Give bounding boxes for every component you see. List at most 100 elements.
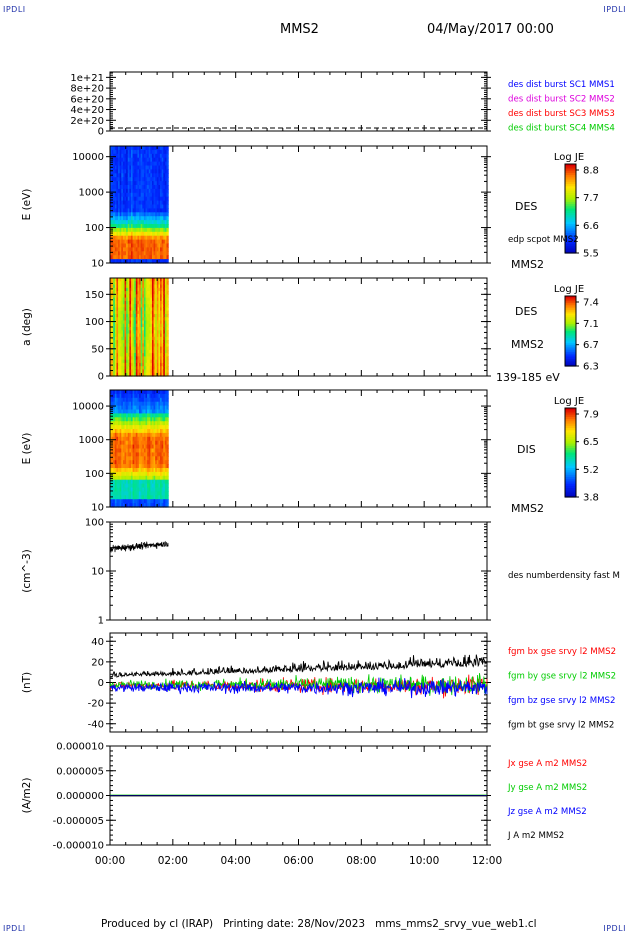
y-tick-label: 1e+21	[70, 73, 104, 84]
colorbar-label: 6.5	[583, 437, 599, 448]
y-tick-label: 10	[91, 567, 104, 578]
corner-label-top-left: IPDLI	[3, 5, 26, 14]
colorbar-title: Log JE	[554, 396, 584, 407]
legend-entry: Jy gse A m2 MMS2	[507, 783, 587, 793]
y-tick-label: 10	[91, 259, 104, 270]
y-tick-label: 10000	[72, 402, 104, 413]
scpot-label: edp scpot MMS2	[508, 235, 579, 245]
instrument-label: DES	[515, 200, 537, 213]
spacecraft-label: MMS2	[511, 502, 544, 515]
colorbar-label: 5.2	[583, 465, 599, 476]
y-tick-label: 50	[91, 344, 104, 355]
legend-entry: fgm bz gse srvy l2 MMS2	[508, 696, 616, 706]
legend-entry: fgm by gse srvy l2 MMS2	[508, 672, 616, 682]
x-tick-label: 12:00	[472, 855, 502, 867]
y-tick-label: 1000	[79, 435, 104, 446]
colorbar-3: Log JE 7.4 7.1 6.7 6.3	[554, 284, 599, 373]
y-tick-label: 0	[98, 678, 104, 689]
spacecraft-label: MMS2	[511, 338, 544, 351]
y-tick-label: 6e+20	[70, 94, 104, 105]
instrument-label: DIS	[517, 443, 536, 456]
y-tick-label: 100	[85, 469, 104, 480]
panel-5-frame: 100 10 1 (cm^-3)	[21, 518, 491, 627]
footer-credits: Produced by cl (IRAP) Printing date: 28/…	[101, 918, 537, 930]
panel-4-frame: 10000 1000 100 10 E (eV)	[21, 389, 491, 514]
energy-range-label: 139-185 eV	[496, 371, 560, 384]
spacecraft-label: MMS2	[511, 258, 544, 271]
y-tick-label: 20	[91, 657, 104, 668]
y-tick-label: 1	[98, 616, 104, 627]
y-axis-label: E (eV)	[21, 189, 33, 221]
colorbar-label: 7.4	[583, 298, 599, 309]
x-tick-label: 02:00	[158, 855, 188, 867]
legend-entry: Jx gse A m2 MMS2	[507, 759, 587, 769]
x-tick-label: 04:00	[221, 855, 251, 867]
bz-line	[109, 677, 488, 699]
density-line	[109, 540, 169, 553]
x-tick-label: 06:00	[283, 855, 313, 867]
plot-date: 04/May/2017 00:00	[427, 22, 554, 37]
y-tick-label: 2e+20	[70, 116, 104, 127]
y-tick-label: 8e+20	[70, 84, 104, 95]
y-tick-label: 0.000000	[56, 791, 104, 802]
legend-entry: des numberdensity fast M	[508, 571, 620, 581]
y-axis-label: (nT)	[21, 672, 33, 693]
legend-entry: des dist burst SC4 MMS4	[508, 124, 615, 134]
corner-label-bottom-right: IPDLI	[603, 924, 626, 933]
y-tick-label: 4e+20	[70, 105, 104, 116]
y-tick-label: -20	[88, 699, 104, 710]
colorbar-label: 7.7	[583, 193, 599, 204]
colorbar-label: 7.1	[583, 319, 599, 330]
y-tick-label: 10	[91, 503, 104, 514]
y-tick-label: 40	[91, 637, 104, 648]
x-tick-label: 10:00	[409, 855, 439, 867]
spectrogram-2	[110, 146, 169, 264]
colorbar-label: 8.8	[583, 166, 599, 177]
y-axis-label: (A/m2)	[21, 778, 33, 814]
y-tick-label: 0	[98, 372, 104, 383]
x-tick-label: 08:00	[346, 855, 376, 867]
spectrogram-3	[110, 278, 169, 377]
legend-entry: fgm bt gse srvy l2 MMS2	[508, 721, 614, 731]
colorbar-title: Log JE	[554, 284, 584, 295]
legend-entry: Jz gse A m2 MMS2	[507, 807, 587, 817]
y-axis-label: (cm^-3)	[21, 549, 33, 592]
legend-entry: des dist burst SC2 MMS2	[508, 95, 615, 105]
colorbar-4: Log JE 7.9 6.5 5.2 3.8	[554, 396, 599, 504]
y-tick-label: -0.000005	[53, 816, 104, 827]
colorbar-label: 3.8	[583, 493, 599, 504]
corner-label-bottom-left: IPDLI	[3, 924, 26, 933]
y-tick-label: -0.000010	[53, 841, 104, 852]
colorbar-title: Log JE	[554, 152, 584, 163]
legend-entry: des dist burst SC1 MMS1	[508, 80, 615, 90]
y-tick-label: 150	[85, 290, 104, 301]
instrument-label: DES	[515, 305, 537, 318]
y-tick-label: 0.000005	[56, 766, 104, 777]
y-tick-label: 100	[85, 317, 104, 328]
panel-3-frame: 150 100 50 0 a (deg)	[21, 277, 491, 383]
bt-line	[109, 654, 488, 678]
colorbar-label: 6.7	[583, 340, 599, 351]
y-axis-label: a (deg)	[21, 308, 33, 346]
y-tick-label: 0.000010	[56, 742, 104, 753]
y-tick-label: -40	[88, 719, 104, 730]
colorbar-label: 6.6	[583, 221, 599, 232]
spectrogram-4	[110, 390, 169, 508]
legend-entry: fgm bx gse srvy l2 MMS2	[508, 647, 616, 657]
y-tick-label: 0	[98, 127, 104, 138]
legend-entry: des dist burst SC3 MMS3	[508, 109, 615, 119]
y-tick-label: 1000	[79, 188, 104, 199]
y-axis-label: E (eV)	[21, 433, 33, 465]
colorbar-label: 6.3	[583, 362, 599, 373]
colorbar-label: 7.9	[583, 410, 599, 421]
colorbar-label: 5.5	[583, 249, 599, 260]
y-tick-label: 100	[85, 223, 104, 234]
plot-title: MMS2	[280, 22, 319, 37]
colorbar-2: Log JE 8.8 7.7 6.6 5.5	[554, 152, 599, 260]
legend-entry: J A m2 MMS2	[507, 831, 564, 841]
panel-2-frame: 10000 1000 100 10 E (eV)	[21, 145, 491, 270]
y-tick-label: 100	[85, 518, 104, 529]
panel-7-frame: 0.000010 0.000005 0.000000 -0.000005 -0.0000…	[21, 742, 491, 852]
